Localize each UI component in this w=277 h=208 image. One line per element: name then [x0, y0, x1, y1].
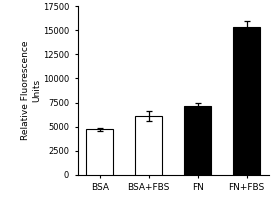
Bar: [233, 27, 260, 175]
Bar: [86, 129, 113, 175]
Bar: [184, 106, 211, 175]
Y-axis label: Relative Fluorescence
Units: Relative Fluorescence Units: [21, 41, 41, 140]
Bar: [135, 116, 162, 175]
